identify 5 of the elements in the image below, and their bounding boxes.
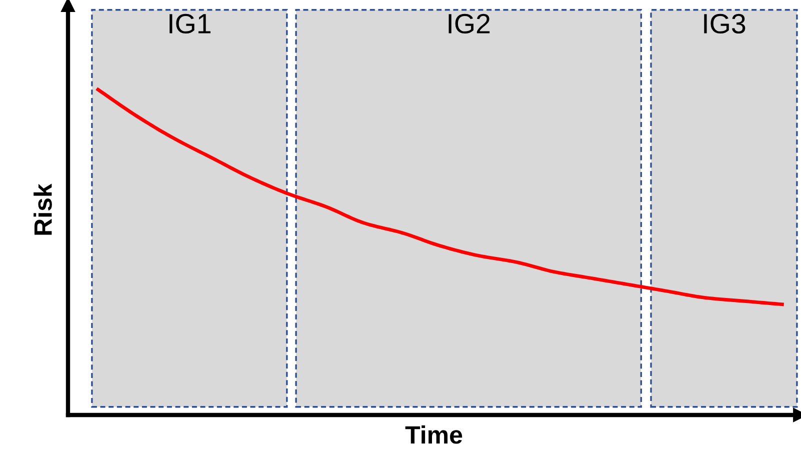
y-axis-title: Risk xyxy=(34,184,52,235)
x-axis-title: Time xyxy=(405,425,462,444)
text: IG3 xyxy=(704,14,746,34)
text: IG2 xyxy=(448,14,490,34)
text: IG1 xyxy=(170,14,210,34)
